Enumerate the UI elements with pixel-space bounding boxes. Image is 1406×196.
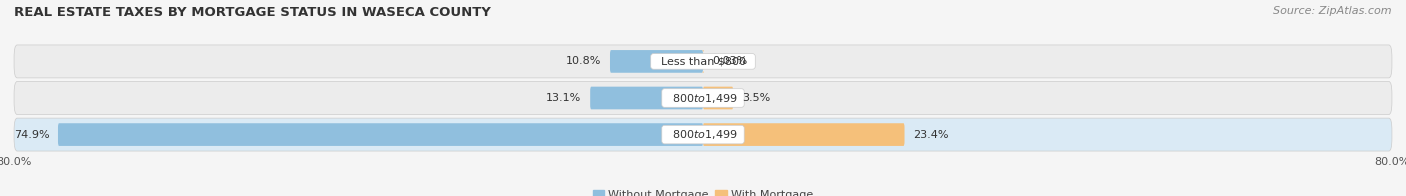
FancyBboxPatch shape (14, 118, 1392, 151)
Text: 23.4%: 23.4% (912, 130, 949, 140)
Text: 3.5%: 3.5% (742, 93, 770, 103)
FancyBboxPatch shape (14, 45, 1392, 78)
Text: Less than $800: Less than $800 (654, 56, 752, 66)
Text: 10.8%: 10.8% (567, 56, 602, 66)
Text: 13.1%: 13.1% (547, 93, 582, 103)
FancyBboxPatch shape (703, 87, 733, 109)
Text: REAL ESTATE TAXES BY MORTGAGE STATUS IN WASECA COUNTY: REAL ESTATE TAXES BY MORTGAGE STATUS IN … (14, 6, 491, 19)
Text: 0.03%: 0.03% (711, 56, 747, 66)
FancyBboxPatch shape (610, 50, 703, 73)
Legend: Without Mortgage, With Mortgage: Without Mortgage, With Mortgage (588, 185, 818, 196)
FancyBboxPatch shape (58, 123, 703, 146)
FancyBboxPatch shape (591, 87, 703, 109)
FancyBboxPatch shape (703, 123, 904, 146)
Text: 74.9%: 74.9% (14, 130, 49, 140)
FancyBboxPatch shape (702, 50, 704, 73)
Text: Source: ZipAtlas.com: Source: ZipAtlas.com (1274, 6, 1392, 16)
Text: $800 to $1,499: $800 to $1,499 (665, 92, 741, 104)
FancyBboxPatch shape (14, 82, 1392, 114)
Text: $800 to $1,499: $800 to $1,499 (665, 128, 741, 141)
